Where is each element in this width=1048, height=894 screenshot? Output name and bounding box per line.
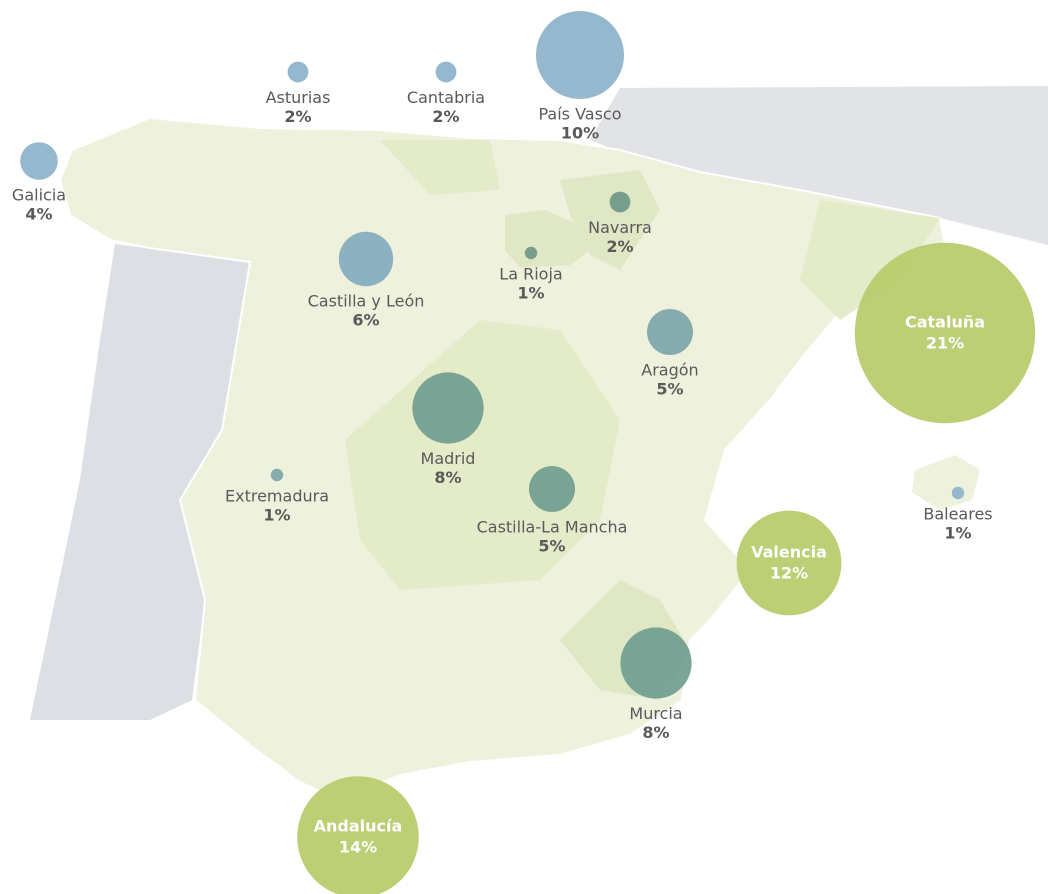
region-name: Murcia — [629, 704, 682, 723]
bubble — [951, 486, 965, 500]
basemap — [30, 86, 1048, 802]
bubble — [736, 510, 842, 616]
region-value: 14% — [339, 838, 377, 857]
region — [800, 200, 940, 320]
bubble — [412, 372, 484, 444]
region-value: 1% — [944, 524, 971, 543]
region-name: Asturias — [266, 88, 331, 107]
region-value: 21% — [926, 334, 964, 353]
bubble — [524, 246, 538, 260]
region-value: 2% — [432, 107, 459, 126]
island — [912, 455, 980, 510]
region-value: 8% — [642, 723, 669, 742]
region-name: País Vasco — [538, 105, 621, 124]
region-value: 5% — [538, 537, 565, 556]
bubble — [609, 191, 631, 213]
region-value: 1% — [517, 284, 544, 303]
region-name: Castilla y León — [308, 292, 425, 311]
bubble — [287, 61, 309, 83]
bubble — [270, 468, 284, 482]
region-name: Galicia — [12, 185, 66, 204]
region-name: Cantabria — [407, 88, 485, 107]
bubble — [620, 627, 692, 699]
portugal — [30, 244, 250, 720]
bubble — [854, 242, 1036, 424]
region-name: Andalucía — [314, 817, 403, 836]
region-value: 2% — [284, 107, 311, 126]
bubble — [536, 11, 624, 99]
region-value: 2% — [606, 237, 633, 256]
region-value: 5% — [656, 380, 683, 399]
region — [380, 140, 500, 195]
region-value: 4% — [25, 204, 52, 223]
region-name: Valencia — [751, 543, 827, 562]
france — [590, 86, 1048, 245]
region-name: Castilla-La Mancha — [477, 518, 628, 537]
region-name: Extremadura — [225, 487, 329, 506]
region-value: 12% — [770, 564, 808, 583]
region-name: Cataluña — [905, 313, 985, 332]
bubble — [647, 309, 693, 355]
bubble — [338, 231, 394, 287]
region — [345, 320, 620, 590]
region-value: 10% — [561, 124, 599, 143]
region-name: Navarra — [588, 218, 652, 237]
region-value: 8% — [434, 468, 461, 487]
region-value: 6% — [352, 311, 379, 330]
region — [560, 170, 660, 270]
region-name: Baleares — [923, 505, 992, 524]
region-name: La Rioja — [499, 265, 562, 284]
region-name: Madrid — [421, 449, 476, 468]
bubble — [20, 142, 58, 180]
region-value: 1% — [263, 506, 290, 525]
bubble — [529, 466, 575, 512]
bubble — [297, 776, 419, 894]
region-name: Aragón — [641, 361, 698, 380]
bubble — [435, 61, 457, 83]
